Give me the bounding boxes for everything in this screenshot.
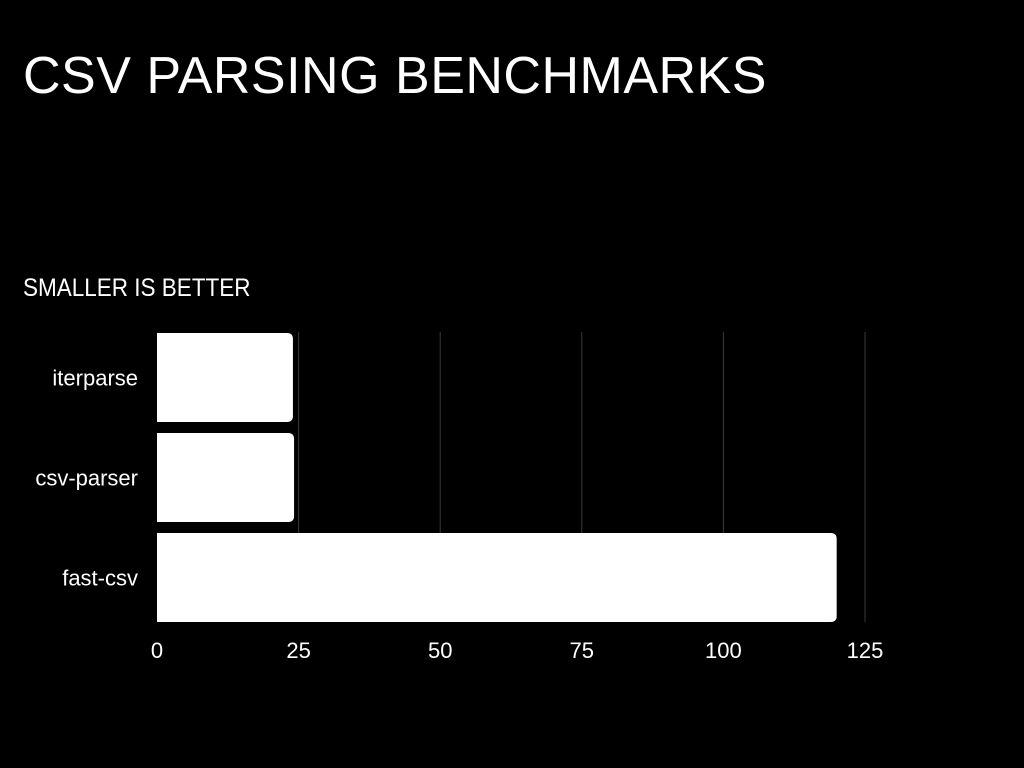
x-tick-label: 25 — [286, 638, 310, 663]
bar-iterparse — [157, 333, 293, 422]
x-axis-tick-labels: 0 25 50 75 100 125 — [151, 638, 883, 663]
x-tick-label: 100 — [705, 638, 742, 663]
x-tick-label: 50 — [428, 638, 452, 663]
chart-subtitle: SMALLER IS BETTER — [23, 274, 251, 302]
x-tick-label: 0 — [151, 638, 163, 663]
bar-fast-csv — [157, 533, 837, 622]
bar-csv-parser — [157, 433, 295, 522]
bars — [157, 333, 837, 622]
x-tick-label: 75 — [570, 638, 594, 663]
category-label: iterparse — [52, 366, 138, 391]
slide-title: CSV PARSING BENCHMARKS — [23, 47, 767, 105]
category-label: fast-csv — [62, 566, 138, 591]
x-tick-label: 125 — [847, 638, 884, 663]
category-label: csv-parser — [35, 466, 138, 491]
category-labels: iterparse csv-parser fast-csv — [35, 366, 138, 591]
